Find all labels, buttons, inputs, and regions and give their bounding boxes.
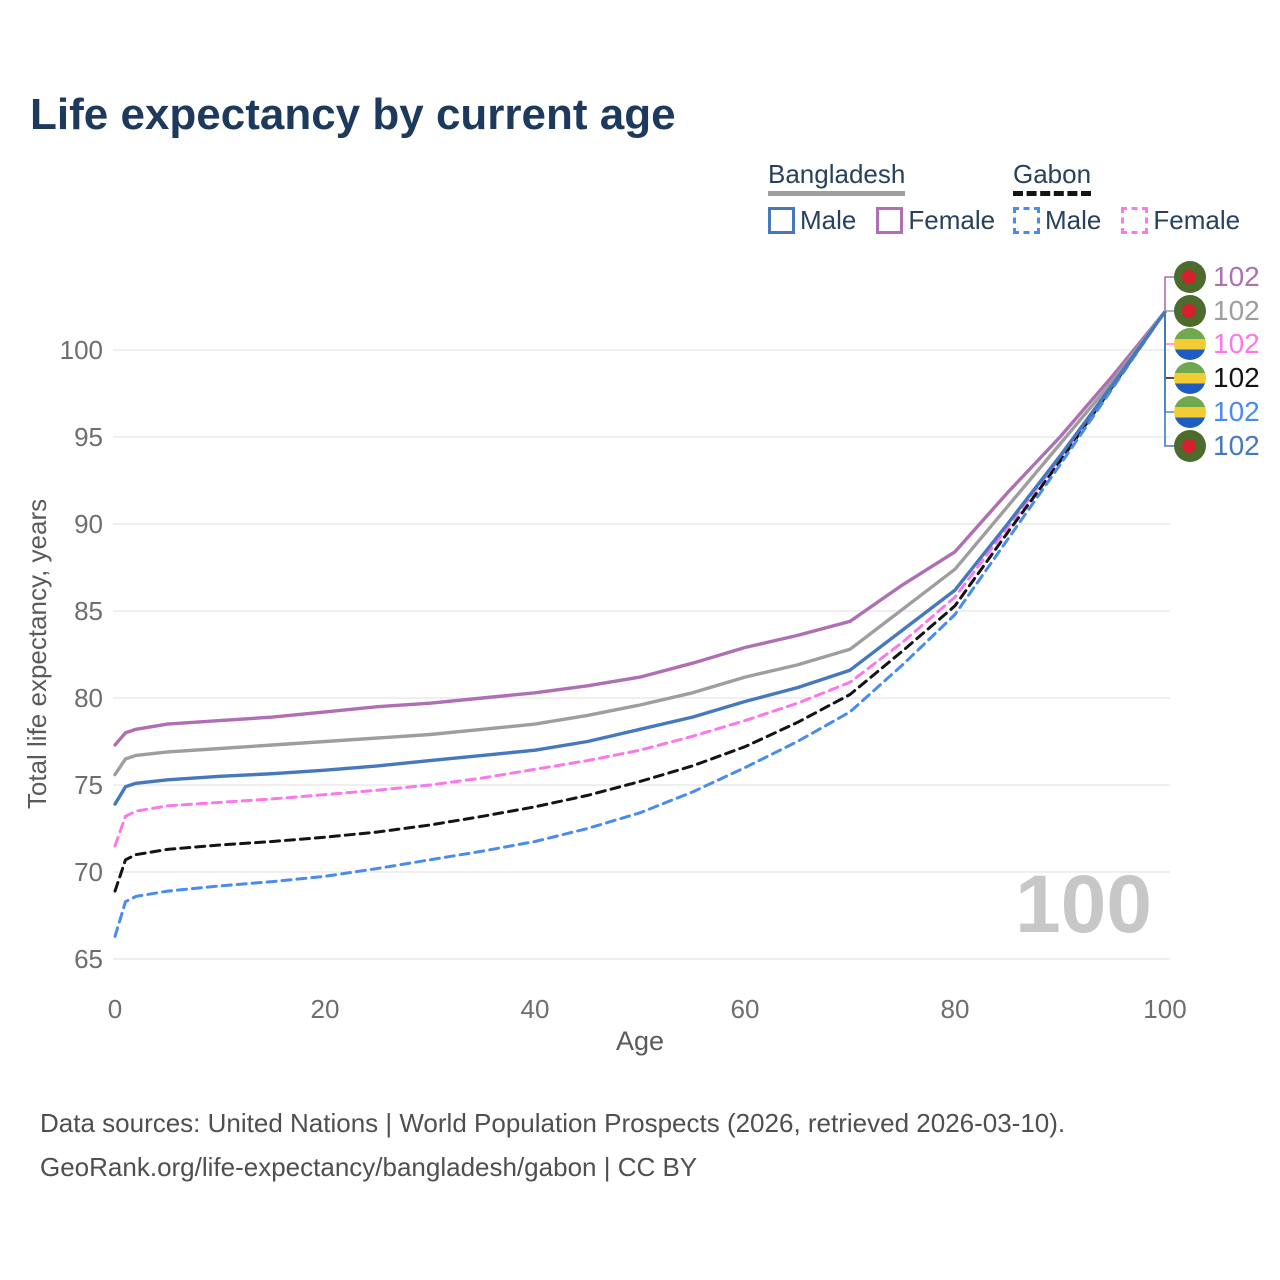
gabon-flag-icon: [1174, 362, 1206, 394]
series-line-0: [113, 310, 1167, 747]
end-value-5: 102: [1213, 430, 1260, 461]
legend-items-gabon: Male Female: [1013, 205, 1260, 236]
legend-label-gabon-female[interactable]: Female: [1153, 204, 1241, 235]
y-tick-95: 95: [74, 422, 103, 452]
end-value-3: 102: [1213, 362, 1260, 393]
y-tick-90: 90: [74, 509, 103, 539]
series-end-label-2: 102: [1174, 327, 1260, 361]
y-tick-85: 85: [74, 596, 103, 626]
legend-swatch-gabon-male[interactable]: [1013, 206, 1040, 234]
y-axis-title: Total life expectancy, years: [22, 499, 52, 809]
footer-data-sources: Data sources: United Nations | World Pop…: [40, 1108, 1066, 1138]
footer: Data sources: United Nations | World Pop…: [40, 1108, 1065, 1183]
bangladesh-flag-icon: [1174, 430, 1206, 462]
footer-attribution: GeoRank.org/life-expectancy/bangladesh/g…: [40, 1152, 698, 1182]
gabon-flag-icon: [1174, 396, 1206, 428]
y-tick-70: 70: [74, 857, 103, 887]
end-value-0: 102: [1213, 261, 1260, 292]
x-tick-60: 60: [731, 994, 760, 1024]
legend-swatch-bangladesh-male[interactable]: [768, 206, 795, 234]
bangladesh-flag-icon: [1174, 295, 1206, 327]
x-tick-20: 20: [311, 994, 340, 1024]
series-end-label-4: 102: [1174, 395, 1260, 429]
end-value-2: 102: [1213, 328, 1260, 359]
series-end-label-0: 102: [1174, 260, 1260, 294]
x-tick-80: 80: [941, 994, 970, 1024]
series-line-5: [113, 310, 1167, 806]
legend-group-gabon: Gabon Male Female: [1013, 160, 1260, 236]
leader-line-2: [1164, 311, 1174, 345]
leader-line-4: [1164, 311, 1174, 413]
legend-country-gabon[interactable]: Gabon: [1013, 160, 1092, 196]
legend-label-bangladesh-female[interactable]: Female: [908, 204, 996, 235]
y-tick-80: 80: [74, 683, 103, 713]
legend-label-gabon-male[interactable]: Male: [1045, 204, 1102, 235]
series-line-2: [113, 310, 1167, 848]
series-line-1: [113, 310, 1167, 777]
leader-line-3: [1164, 311, 1174, 379]
bangladesh-flag-icon: [1174, 261, 1206, 293]
legend-items-bangladesh: Male Female: [768, 205, 1015, 236]
gabon-flag-icon: [1174, 328, 1206, 360]
x-tick-100: 100: [1143, 994, 1186, 1024]
series-end-label-1: 102: [1174, 294, 1260, 328]
legend-swatch-gabon-female[interactable]: [1121, 206, 1149, 234]
y-tick-75: 75: [74, 770, 103, 800]
series-line-3: [113, 310, 1167, 893]
legend-group-bangladesh: Bangladesh Male Female: [768, 160, 1015, 236]
series-end-label-5: 102: [1174, 429, 1260, 463]
y-tick-100: 100: [60, 335, 103, 365]
x-tick-40: 40: [521, 994, 550, 1024]
x-axis-title: Age: [616, 1026, 664, 1056]
age-cursor-watermark: 100: [1015, 859, 1152, 950]
end-value-1: 102: [1213, 295, 1260, 326]
page-title: Life expectancy by current age: [30, 90, 676, 139]
leader-line-0: [1164, 276, 1174, 312]
x-tick-0: 0: [108, 994, 122, 1024]
y-tick-65: 65: [74, 944, 103, 974]
series-line-4: [113, 310, 1167, 938]
leader-line-1: [1164, 310, 1174, 312]
legend-country-bangladesh[interactable]: Bangladesh: [768, 160, 906, 196]
end-value-4: 102: [1213, 396, 1260, 427]
legend-swatch-bangladesh-female[interactable]: [876, 206, 904, 234]
series-end-label-3: 102: [1174, 361, 1260, 395]
legend-label-bangladesh-male[interactable]: Male: [800, 204, 857, 235]
leader-line-5: [1164, 311, 1174, 447]
